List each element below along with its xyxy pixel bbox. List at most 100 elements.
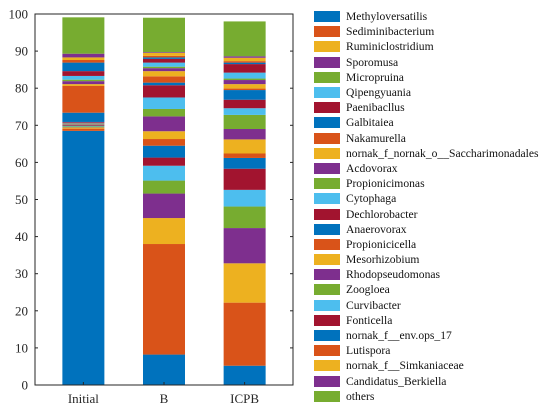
legend-item: Fonticella [314, 313, 548, 328]
legend-label: Zoogloea [346, 283, 390, 297]
legend-label: Acdovorax [346, 161, 398, 175]
legend-label: Anaerovorax [346, 222, 407, 236]
legend-label: Propionicicella [346, 237, 417, 251]
bar-segment-icpb-13 [223, 99, 266, 109]
bar-segment-b-16 [143, 71, 185, 77]
legend-label: Rhodopseudomonas [346, 268, 441, 282]
legend-swatch [314, 147, 340, 159]
bar-segment-b-20 [143, 58, 185, 63]
y-tick-label: 100 [9, 7, 29, 22]
bar-segment-b-14 [143, 82, 185, 86]
bar-segment-b-22 [143, 55, 185, 58]
legend-item: nornak_f__env.ops_17 [314, 328, 548, 343]
legend-label: others [346, 389, 375, 403]
legend-swatch [314, 178, 340, 190]
legend-item: nornak_f__Simkaniaceae [314, 358, 548, 373]
y-axis-ticks: 0 10 20 30 40 50 60 70 80 90 100 [9, 7, 293, 393]
bar-segment-icpb-17 [223, 80, 266, 85]
legend-swatch [314, 41, 340, 53]
y-tick-label: 90 [15, 44, 28, 59]
bar-segment-icpb-14 [223, 90, 266, 100]
legend-item: Lutispora [314, 343, 548, 358]
legend-swatch [314, 314, 340, 326]
bar-segment-icpb-23 [223, 57, 266, 62]
bar-segment-initial-4 [62, 126, 105, 128]
legend-label: nornak_f__env.ops_17 [346, 329, 452, 343]
stacked-bar-chart: 0 10 20 30 40 50 60 70 80 90 100 Initial B ICPB [9, 7, 294, 406]
bar-segment-icpb-5 [223, 189, 266, 207]
legend-swatch [314, 284, 340, 296]
bar-segment-icpb-4 [223, 206, 266, 229]
legend-label: Nakamurella [346, 131, 406, 145]
legend-item: Acdovorax [314, 161, 548, 176]
bar-segment-b-3 [143, 193, 185, 219]
plot-frame [34, 13, 294, 386]
bar-segment-icpb-3 [223, 228, 266, 264]
x-tick-label: Initial [68, 391, 99, 406]
bar-segment-initial-14 [62, 112, 105, 122]
legend-label: Dechlorobacter [346, 207, 418, 221]
bar-segment-icpb-6 [223, 168, 266, 190]
bar-segment-icpb-25 [223, 21, 266, 57]
legend-item: Propionicicella [314, 237, 548, 252]
legend-label: Micropruina [346, 70, 404, 84]
bar-segment-initial-23 [62, 57, 105, 61]
x-tick-label: B [160, 391, 169, 406]
legend-label: Paenibacllus [346, 101, 405, 115]
legend-swatch [314, 87, 340, 99]
y-tick-label: 20 [15, 303, 28, 318]
legend-label: Curvibacter [346, 298, 401, 312]
bar-segment-b-18 [143, 66, 185, 69]
legend-item: Sediminibacterium [314, 24, 548, 39]
bar-segment-icpb-1 [223, 302, 266, 366]
bar-segment-b-4 [143, 180, 185, 194]
legend-swatch [314, 345, 340, 357]
legend-item: Dechlorobacter [314, 206, 548, 221]
bar-segment-b-11 [143, 108, 185, 117]
bar-segment-initial-21 [62, 62, 105, 72]
legend-item: Rhodopseudomonas [314, 267, 548, 282]
legend-swatch [314, 71, 340, 83]
legend-item: Mesorhizobium [314, 252, 548, 267]
bar-segment-icpb-12 [223, 108, 266, 115]
y-tick-label: 80 [15, 81, 28, 96]
bar-segment-b-19 [143, 62, 185, 67]
bar-segment-icpb-16 [223, 84, 266, 89]
legend-label: Lutispora [346, 344, 391, 358]
legend-item: Micropruina [314, 70, 548, 85]
bar-segment-initial-5 [62, 125, 105, 127]
bar-segment-b-5 [143, 165, 185, 181]
legend-swatch [314, 11, 340, 23]
bar-segment-icpb-0 [223, 365, 266, 385]
legend-item: Candidatus_Berkiella [314, 374, 548, 389]
bar-segment-initial-0 [62, 130, 105, 385]
legend-label: Qipengyuania [346, 86, 412, 100]
legend-label: Methyloversatilis [346, 10, 428, 24]
y-tick-label: 50 [15, 192, 28, 207]
y-tick-label: 70 [15, 118, 28, 133]
legend-item: Qipengyuania [314, 85, 548, 100]
bar-segment-icpb-10 [223, 129, 266, 140]
legend-swatch [314, 102, 340, 114]
legend-label: Mesorhizobium [346, 253, 420, 267]
bar-segment-initial-16 [62, 84, 105, 86]
legend-item: Methyloversatilis [314, 9, 548, 24]
bar-segment-icpb-19 [223, 72, 266, 79]
legend-item: Anaerovorax [314, 222, 548, 237]
bar-segment-icpb-18 [223, 78, 266, 81]
bar-segment-icpb-15 [223, 88, 266, 91]
legend-label: Fonticella [346, 313, 393, 327]
bar-segment-b-6 [143, 157, 185, 166]
bar-segment-initial-19 [62, 75, 105, 80]
bar-segments [62, 17, 266, 385]
legend-label: nornak_f__Simkaniaceae [346, 359, 464, 373]
bar-segment-b-15 [143, 76, 185, 83]
legend-item: Cytophaga [314, 191, 548, 206]
legend-swatch [314, 375, 340, 387]
legend-item: Curvibacter [314, 298, 548, 313]
bar-segment-icpb-2 [223, 263, 266, 303]
bar-segment-icpb-22 [223, 61, 266, 63]
bar-segment-initial-2 [62, 127, 105, 129]
legend-swatch [314, 223, 340, 235]
legend-swatch [314, 330, 340, 342]
